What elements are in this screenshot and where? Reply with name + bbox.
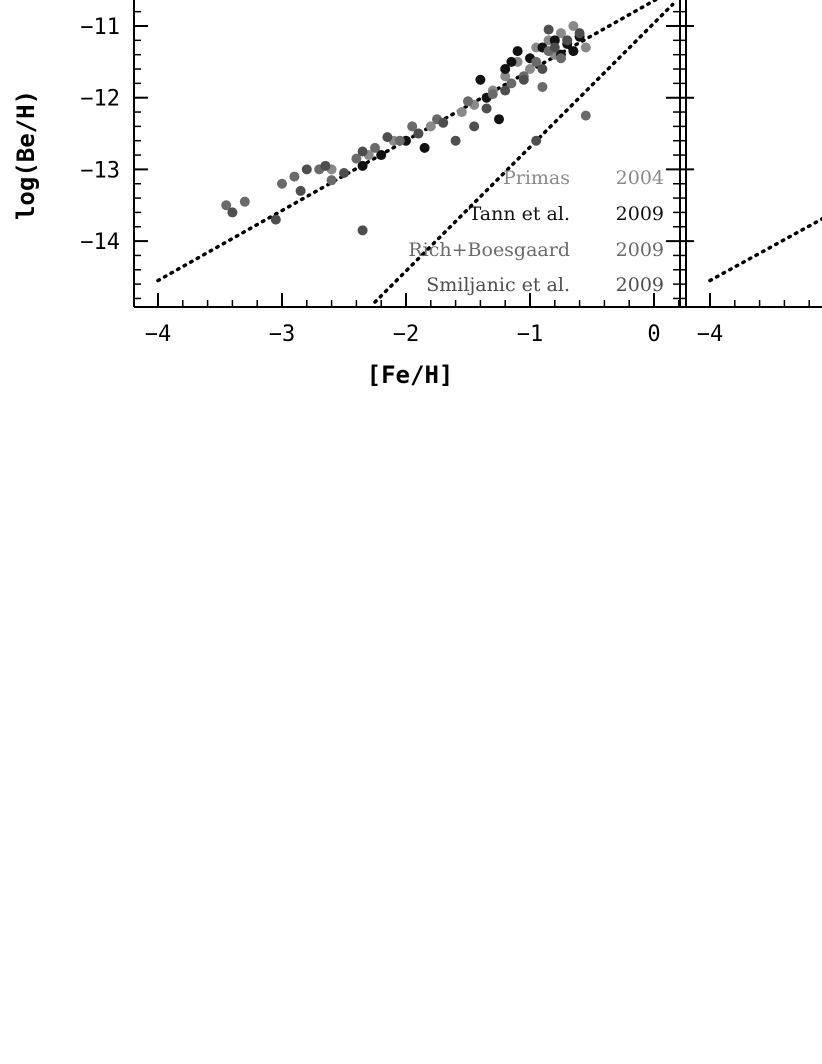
point-smiljanic-et-al — [320, 160, 331, 171]
point-smiljanic-et-al — [450, 135, 461, 146]
point-tann-et-al — [494, 114, 504, 125]
point-smiljanic-et-al — [481, 103, 492, 114]
point-rich-boesgaard — [463, 96, 473, 107]
point-rich-boesgaard — [537, 81, 548, 92]
x-tick-label: −2 — [393, 322, 420, 347]
point-tann-et-al — [500, 64, 511, 75]
point-rich-boesgaard — [351, 153, 362, 164]
left-panel: −4 −3 −2 −1 0 −11 −12 −13 −14 [Fe/H] log(Be/H) P… — [12, 0, 694, 389]
point-smiljanic-et-al — [543, 24, 554, 35]
point-tann-et-al — [475, 74, 486, 85]
y-axis-title: log(Be/H) — [12, 90, 40, 220]
point-rich-boesgaard — [326, 175, 337, 186]
right-tick-labels: −4 — [697, 322, 724, 347]
point-tann-et-al — [568, 46, 579, 57]
point-rich-boesgaard — [370, 142, 380, 153]
point-primas — [525, 64, 535, 75]
point-smiljanic-et-al — [270, 214, 281, 225]
x-tick-label: −4 — [145, 322, 172, 347]
point-primas — [425, 121, 436, 132]
point-smiljanic-et-al — [357, 225, 368, 236]
legend-name: Primas — [503, 167, 570, 189]
dotted-line-2 — [373, 2, 675, 304]
right-panel: −4 — [685, 0, 822, 347]
legend-year: 2009 — [616, 203, 664, 225]
point-tann-et-al — [419, 142, 430, 153]
point-tann-et-al — [549, 35, 560, 46]
point-smiljanic-et-al — [469, 121, 480, 132]
point-tann-et-al — [376, 150, 387, 161]
point-rich-boesgaard — [407, 121, 418, 132]
point-primas — [556, 28, 566, 39]
point-rich-boesgaard — [289, 171, 300, 182]
point-rich-boesgaard — [487, 89, 498, 100]
legend-name: Rich+Boesgaard — [408, 239, 570, 261]
x-axis-title: [Fe/H] — [367, 361, 454, 389]
left-ticks — [134, 10, 694, 307]
point-tann-et-al — [357, 160, 368, 171]
legend-name: Tann et al. — [469, 203, 570, 225]
point-tann-et-al — [506, 56, 517, 67]
legend: Primas 2004 Tann et al. 2009 Rich+Boesgaard 2… — [408, 167, 664, 296]
point-primas — [500, 71, 511, 82]
legend-name: Smiljanic et al. — [426, 274, 570, 296]
point-rich-boesgaard — [580, 110, 591, 121]
point-tann-et-al — [512, 46, 523, 57]
y-tick-label: −11 — [80, 15, 120, 40]
point-smiljanic-et-al — [413, 128, 424, 139]
point-smiljanic-et-al — [438, 117, 449, 128]
point-smiljanic-et-al — [537, 64, 548, 75]
point-smiljanic-et-al — [295, 185, 306, 196]
y-tick-label: −14 — [80, 230, 120, 255]
x-tick-label: 0 — [647, 322, 660, 347]
point-smiljanic-et-al — [562, 35, 573, 46]
point-smiljanic-et-al — [382, 132, 393, 143]
point-primas — [456, 107, 467, 118]
legend-year: 2009 — [616, 239, 664, 261]
point-smiljanic-et-al — [301, 164, 312, 175]
point-rich-boesgaard — [531, 56, 542, 67]
right-fit-lines — [708, 217, 822, 283]
x-tick-label: −1 — [517, 322, 544, 347]
point-rich-boesgaard — [394, 135, 405, 146]
point-smiljanic-et-al — [500, 85, 511, 96]
point-smiljanic-et-al — [574, 28, 585, 39]
legend-year: 2004 — [616, 167, 664, 189]
right-x-tick-label: −4 — [697, 322, 724, 347]
point-primas — [580, 42, 591, 53]
point-smiljanic-et-al — [531, 135, 542, 146]
left-data-points — [221, 21, 591, 236]
point-smiljanic-et-al — [549, 42, 560, 53]
right-dotted-line-1 — [708, 217, 822, 283]
point-rich-boesgaard — [277, 178, 287, 189]
left-tick-labels: −4 −3 −2 −1 0 −11 −12 −13 −14 — [80, 15, 660, 347]
legend-year: 2009 — [616, 274, 664, 296]
point-smiljanic-et-al — [339, 167, 349, 178]
point-primas — [568, 21, 579, 31]
x-tick-label: −3 — [269, 322, 296, 347]
point-rich-boesgaard — [556, 53, 566, 64]
point-smiljanic-et-al — [357, 146, 368, 157]
right-ticks — [709, 293, 810, 307]
point-smiljanic-et-al — [227, 207, 238, 218]
point-rich-boesgaard — [239, 196, 250, 207]
y-tick-label: −12 — [80, 87, 120, 112]
point-rich-boesgaard — [221, 200, 232, 211]
y-tick-label: −13 — [80, 158, 120, 183]
point-rich-boesgaard — [506, 78, 517, 89]
point-smiljanic-et-al — [518, 74, 529, 85]
